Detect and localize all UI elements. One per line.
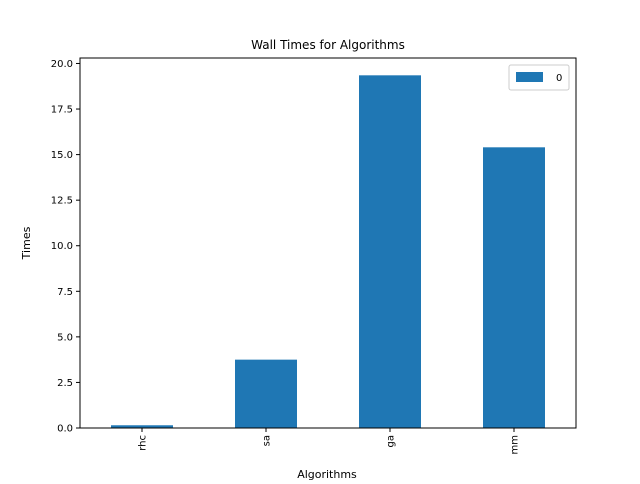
x-axis: rhc sa ga mm: [138, 428, 521, 454]
bar-mm: [483, 147, 545, 428]
y-tick-label: 5.0: [57, 332, 73, 343]
bar-ga: [359, 75, 421, 428]
y-tick-label: 10.0: [51, 241, 73, 252]
legend-label: 0: [556, 73, 562, 84]
y-axis-label: Times: [20, 226, 33, 260]
y-axis: 0.0 2.5 5.0 7.5 10.0 12.5 15.0 17.5 20.0: [51, 59, 80, 435]
bar-group: [111, 75, 545, 428]
legend-swatch: [516, 72, 543, 82]
y-tick-label: 2.5: [57, 378, 73, 389]
y-tick-label: 7.5: [57, 287, 73, 298]
bar-sa: [235, 359, 297, 428]
legend: 0: [508, 64, 570, 91]
y-tick-label: 0.0: [57, 424, 73, 435]
y-tick-label: 17.5: [51, 105, 73, 116]
chart-title: Wall Times for Algorithms: [251, 38, 405, 52]
x-tick-label-mm: mm: [510, 435, 521, 454]
y-tick-label: 15.0: [51, 150, 73, 161]
x-axis-label: Algorithms: [297, 468, 357, 480]
plot-frame: [79, 57, 577, 429]
y-tick-label: 20.0: [51, 59, 73, 70]
bar-rhc: [111, 425, 173, 428]
x-tick-label-ga: ga: [386, 435, 397, 447]
x-tick-label-sa: sa: [262, 435, 273, 446]
y-tick-label: 12.5: [51, 196, 73, 207]
x-tick-label-rhc: rhc: [138, 435, 149, 451]
